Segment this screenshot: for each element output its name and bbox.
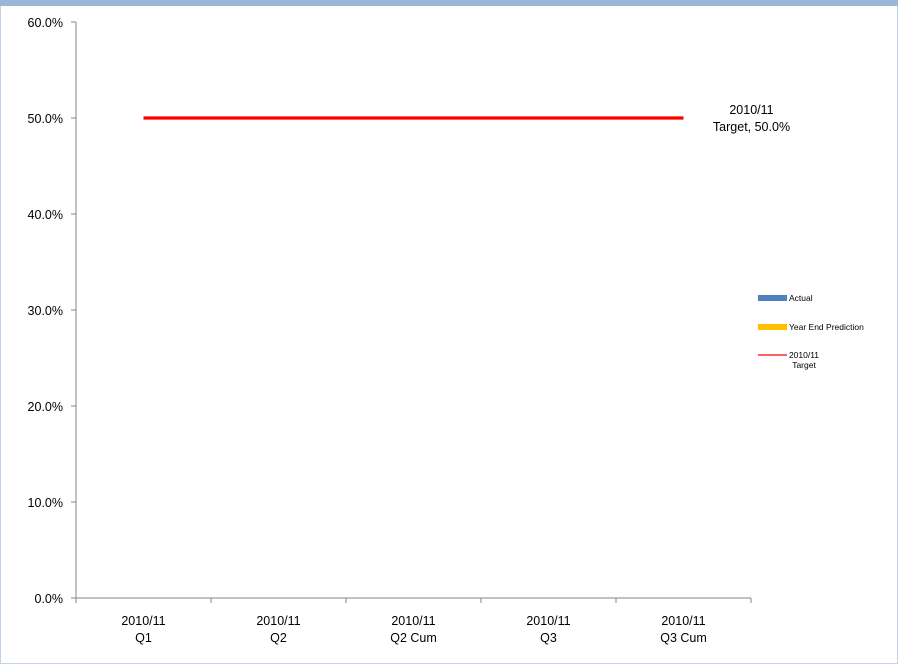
axes xyxy=(75,22,751,599)
y-axis-ticks: 0.0% 10.0% 20.0% 30.0% 40.0% 50.0% 60.0% xyxy=(28,16,76,606)
annotation-layer: 2010/11 Target, 50.0% xyxy=(713,103,790,134)
x-tick-label: 2010/11 Q3 Cum xyxy=(660,614,707,645)
y-tick-label: 20.0% xyxy=(28,400,63,414)
x-tick-label: 2010/11 Q3 xyxy=(526,614,570,645)
target-data-label: 2010/11 Target, 50.0% xyxy=(713,103,790,134)
x-axis-ticks: 2010/11 Q1 2010/11 Q2 2010/11 Q2 Cum 2010/11 Q3… xyxy=(75,598,752,645)
legend-swatch-bar xyxy=(758,295,787,301)
legend: Actual Year End Prediction 2010/11 Target xyxy=(758,293,864,370)
y-tick-label: 60.0% xyxy=(28,16,63,30)
legend-label: Actual xyxy=(789,293,813,303)
y-tick-label: 0.0% xyxy=(35,592,64,606)
y-tick-label: 30.0% xyxy=(28,304,63,318)
legend-swatch-bar xyxy=(758,324,787,330)
chart-top-band xyxy=(0,0,898,6)
x-tick-label: 2010/11 Q1 xyxy=(121,614,165,645)
x-tick-label: 2010/11 Q2 Cum xyxy=(390,614,437,645)
y-tick-label: 10.0% xyxy=(28,496,63,510)
legend-label: Year End Prediction xyxy=(789,322,864,332)
x-tick-label: 2010/11 Q2 xyxy=(256,614,300,645)
y-tick-label: 50.0% xyxy=(28,112,63,126)
legend-label: 2010/11 Target xyxy=(789,350,819,370)
y-tick-label: 40.0% xyxy=(28,208,63,222)
